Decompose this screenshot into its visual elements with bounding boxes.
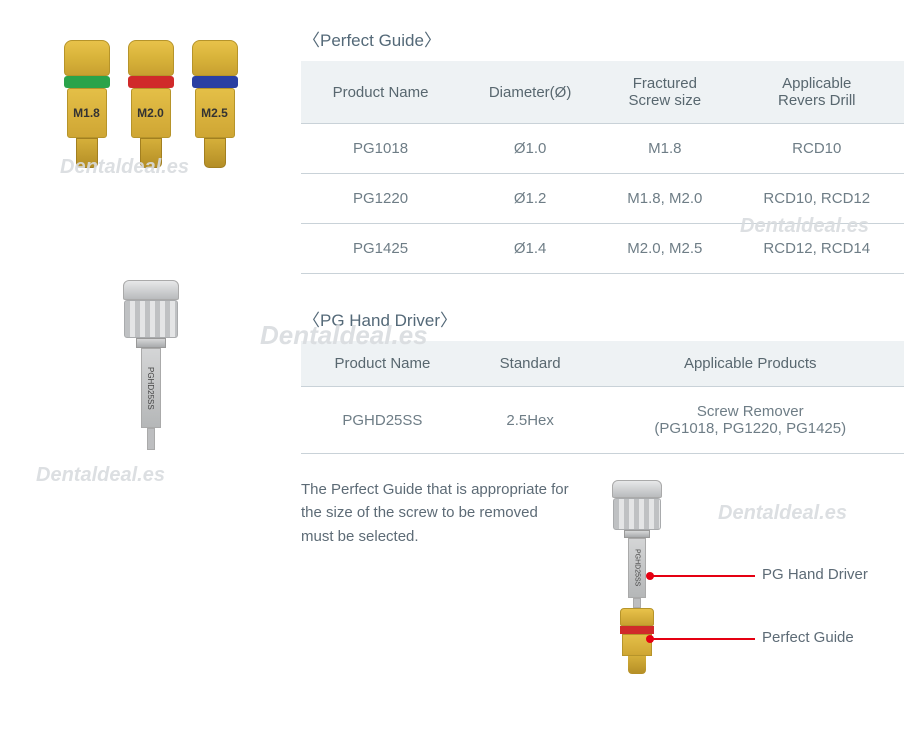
cell: 2.5Hex: [464, 387, 597, 454]
col-product-name: Product Name: [301, 341, 464, 387]
guide-m25: M2.5: [190, 40, 240, 170]
guide-m20: M2.0: [126, 40, 176, 170]
driver-top: [123, 280, 179, 300]
pg-hand-driver-table: Product Name Standard Applicable Product…: [301, 341, 904, 454]
driver-collar: [136, 338, 166, 348]
col-product-name: Product Name: [301, 61, 460, 124]
left-column: M1.8 M2.0 M2.5 PGHD25SS: [18, 20, 283, 548]
table-row: PGHD25SS 2.5Hex Screw Remover (PG1018, P…: [301, 387, 904, 454]
table-row: PG1018 Ø1.0 M1.8 RCD10: [301, 124, 904, 174]
callout-line: [650, 575, 755, 577]
col-standard: Standard: [464, 341, 597, 387]
assembled-device: PGHD25SS: [612, 480, 662, 674]
hand-driver: PGHD25SS: [122, 280, 180, 450]
assembly-figure: PGHD25SS PG Hand Driver Perfect Guide: [590, 480, 910, 720]
hand-driver-illustration: PGHD25SS: [18, 280, 283, 450]
driver-grip: [613, 498, 661, 530]
cell: RCD10, RCD12: [730, 174, 904, 224]
guide-color-band: [64, 76, 110, 88]
guide-tip: [628, 656, 646, 674]
col-applicable-products: Applicable Products: [596, 341, 904, 387]
col-revers-drill: Applicable Revers Drill: [730, 61, 904, 124]
guide-cap: [620, 608, 654, 626]
cell: Ø1.2: [460, 174, 600, 224]
driver-pin: [147, 428, 155, 450]
label-pg-hand-driver: PG Hand Driver: [762, 566, 868, 583]
cell: M1.8, M2.0: [600, 174, 729, 224]
guide-tip: [76, 138, 98, 168]
cell: PG1425: [301, 224, 460, 274]
guide-tip: [204, 138, 226, 168]
callout-line: [650, 638, 755, 640]
cell: RCD10: [730, 124, 904, 174]
driver-collar: [624, 530, 650, 538]
driver-top: [612, 480, 662, 498]
driver-shaft-label: PGHD25SS: [141, 348, 161, 428]
driver-pin: [633, 598, 641, 608]
cell: M1.8: [600, 124, 729, 174]
guide-cap: [64, 40, 110, 76]
table-row: PG1220 Ø1.2 M1.8, M2.0 RCD10, RCD12: [301, 174, 904, 224]
guide-body-label: M2.0: [131, 88, 171, 138]
asm-hand-driver: PGHD25SS: [612, 480, 662, 608]
guide-body-label: M1.8: [67, 88, 107, 138]
guide-m18: M1.8: [62, 40, 112, 170]
guide-cap: [128, 40, 174, 76]
pg-hand-driver-title: 〈PG Hand Driver〉: [303, 306, 904, 331]
guide-body-label: M2.5: [195, 88, 235, 138]
col-fractured-screw: Fractured Screw size: [600, 61, 729, 124]
guide-color-band: [192, 76, 238, 88]
perfect-guide-title: 〈Perfect Guide〉: [303, 26, 904, 51]
guide-tip: [140, 138, 162, 168]
guide-color-band: [128, 76, 174, 88]
cell: M2.0, M2.5: [600, 224, 729, 274]
cell: Screw Remover (PG1018, PG1220, PG1425): [596, 387, 904, 454]
driver-shaft-label: PGHD25SS: [628, 538, 646, 598]
cell: RCD12, RCD14: [730, 224, 904, 274]
perfect-guide-table: Product Name Diameter(Ø) Fractured Screw…: [301, 61, 904, 274]
cell: PG1220: [301, 174, 460, 224]
cell: PGHD25SS: [301, 387, 464, 454]
col-diameter: Diameter(Ø): [460, 61, 600, 124]
usage-note: The Perfect Guide that is appropriate fo…: [301, 478, 571, 548]
table-header-row: Product Name Diameter(Ø) Fractured Screw…: [301, 61, 904, 124]
cell: PG1018: [301, 124, 460, 174]
perfect-guide-illustration: M1.8 M2.0 M2.5: [18, 40, 283, 170]
driver-grip: [124, 300, 178, 338]
guide-color-band: [620, 626, 654, 634]
cell: Ø1.4: [460, 224, 600, 274]
cell: Ø1.0: [460, 124, 600, 174]
table-header-row: Product Name Standard Applicable Product…: [301, 341, 904, 387]
right-column: 〈Perfect Guide〉 Product Name Diameter(Ø)…: [301, 20, 904, 548]
guide-cap: [192, 40, 238, 76]
table-row: PG1425 Ø1.4 M2.0, M2.5 RCD12, RCD14: [301, 224, 904, 274]
label-perfect-guide: Perfect Guide: [762, 629, 854, 646]
